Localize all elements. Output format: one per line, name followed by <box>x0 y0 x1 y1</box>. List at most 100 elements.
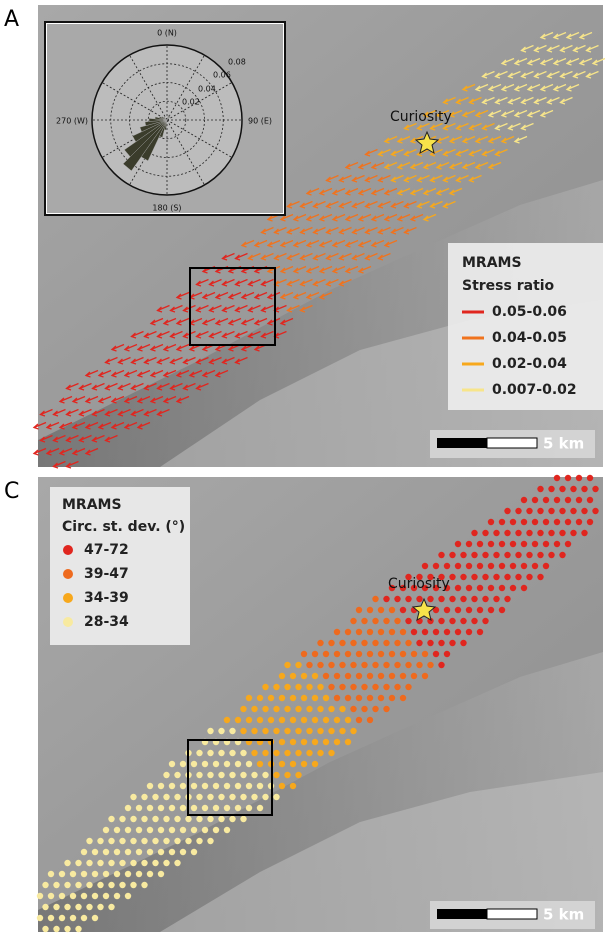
grid-dot <box>581 530 587 536</box>
grid-dot <box>416 640 422 646</box>
grid-dot <box>185 816 191 822</box>
grid-dot <box>394 596 400 602</box>
grid-dot <box>400 651 406 657</box>
grid-dot <box>394 640 400 646</box>
grid-dot <box>477 585 483 591</box>
grid-dot <box>515 508 521 514</box>
grid-dot <box>86 860 92 866</box>
grid-dot <box>543 497 549 503</box>
grid-dot <box>290 717 296 723</box>
grid-dot <box>251 706 257 712</box>
grid-dot <box>42 882 48 888</box>
grid-dot <box>455 585 461 591</box>
grid-dot <box>334 717 340 723</box>
grid-dot <box>323 673 329 679</box>
grid-dot <box>240 750 246 756</box>
grid-dot <box>334 695 340 701</box>
grid-dot <box>350 662 356 668</box>
grid-dot <box>334 629 340 635</box>
grid-dot <box>323 717 329 723</box>
grid-dot <box>125 893 131 899</box>
grid-dot <box>207 816 213 822</box>
grid-dot <box>521 563 527 569</box>
grid-dot <box>240 728 246 734</box>
grid-dot <box>180 805 186 811</box>
grid-dot <box>284 728 290 734</box>
grid-dot <box>515 574 521 580</box>
grid-dot <box>565 541 571 547</box>
grid-dot <box>262 772 268 778</box>
grid-dot <box>202 827 208 833</box>
grid-dot <box>103 849 109 855</box>
grid-dot <box>367 695 373 701</box>
grid-dot <box>438 552 444 558</box>
grid-dot <box>488 541 494 547</box>
grid-dot <box>466 629 472 635</box>
grid-dot <box>108 904 114 910</box>
grid-dot <box>482 596 488 602</box>
grid-dot <box>284 662 290 668</box>
grid-dot <box>521 585 527 591</box>
grid-dot <box>400 629 406 635</box>
grid-dot <box>328 706 334 712</box>
grid-dot <box>125 805 131 811</box>
grid-dot <box>130 860 136 866</box>
grid-dot <box>389 629 395 635</box>
grid-dot <box>422 651 428 657</box>
grid-dot <box>174 772 180 778</box>
grid-dot <box>235 761 241 767</box>
grid-dot <box>92 893 98 899</box>
grid-dot <box>356 695 362 701</box>
grid-dot <box>361 706 367 712</box>
grid-dot <box>444 629 450 635</box>
grid-dot <box>350 728 356 734</box>
grid-dot <box>224 805 230 811</box>
grid-dot <box>136 827 142 833</box>
grid-dot <box>548 552 554 558</box>
grid-dot <box>290 673 296 679</box>
grid-dot <box>224 761 230 767</box>
grid-dot <box>152 816 158 822</box>
grid-dot <box>356 673 362 679</box>
grid-dot <box>284 772 290 778</box>
grid-dot <box>460 640 466 646</box>
grid-dot <box>191 805 197 811</box>
grid-dot <box>427 640 433 646</box>
grid-dot <box>537 486 543 492</box>
grid-dot <box>257 783 263 789</box>
grid-dot <box>345 739 351 745</box>
grid-dot <box>130 882 136 888</box>
grid-dot <box>493 530 499 536</box>
grid-dot <box>295 728 301 734</box>
legend-title: MRAMS <box>62 497 122 513</box>
grid-dot <box>169 827 175 833</box>
grid-dot <box>389 695 395 701</box>
grid-dot <box>312 739 318 745</box>
grid-dot <box>521 541 527 547</box>
grid-dot <box>273 684 279 690</box>
grid-dot <box>537 530 543 536</box>
grid-dot <box>356 607 362 613</box>
grid-dot <box>559 530 565 536</box>
grid-dot <box>306 750 312 756</box>
legend-title: MRAMS <box>462 255 522 271</box>
grid-dot <box>163 772 169 778</box>
scale-bar <box>437 438 487 448</box>
grid-dot <box>312 673 318 679</box>
grid-dot <box>526 574 532 580</box>
grid-dot <box>372 596 378 602</box>
grid-dot <box>317 706 323 712</box>
grid-dot <box>411 673 417 679</box>
grid-dot <box>444 651 450 657</box>
legend-label: 0.05-0.06 <box>492 304 567 320</box>
grid-dot <box>251 750 257 756</box>
grid-dot <box>515 530 521 536</box>
grid-dot <box>152 794 158 800</box>
grid-dot <box>213 783 219 789</box>
grid-dot <box>543 519 549 525</box>
grid-dot <box>361 684 367 690</box>
grid-dot <box>378 651 384 657</box>
grid-dot <box>389 651 395 657</box>
grid-dot <box>405 596 411 602</box>
grid-dot <box>400 607 406 613</box>
